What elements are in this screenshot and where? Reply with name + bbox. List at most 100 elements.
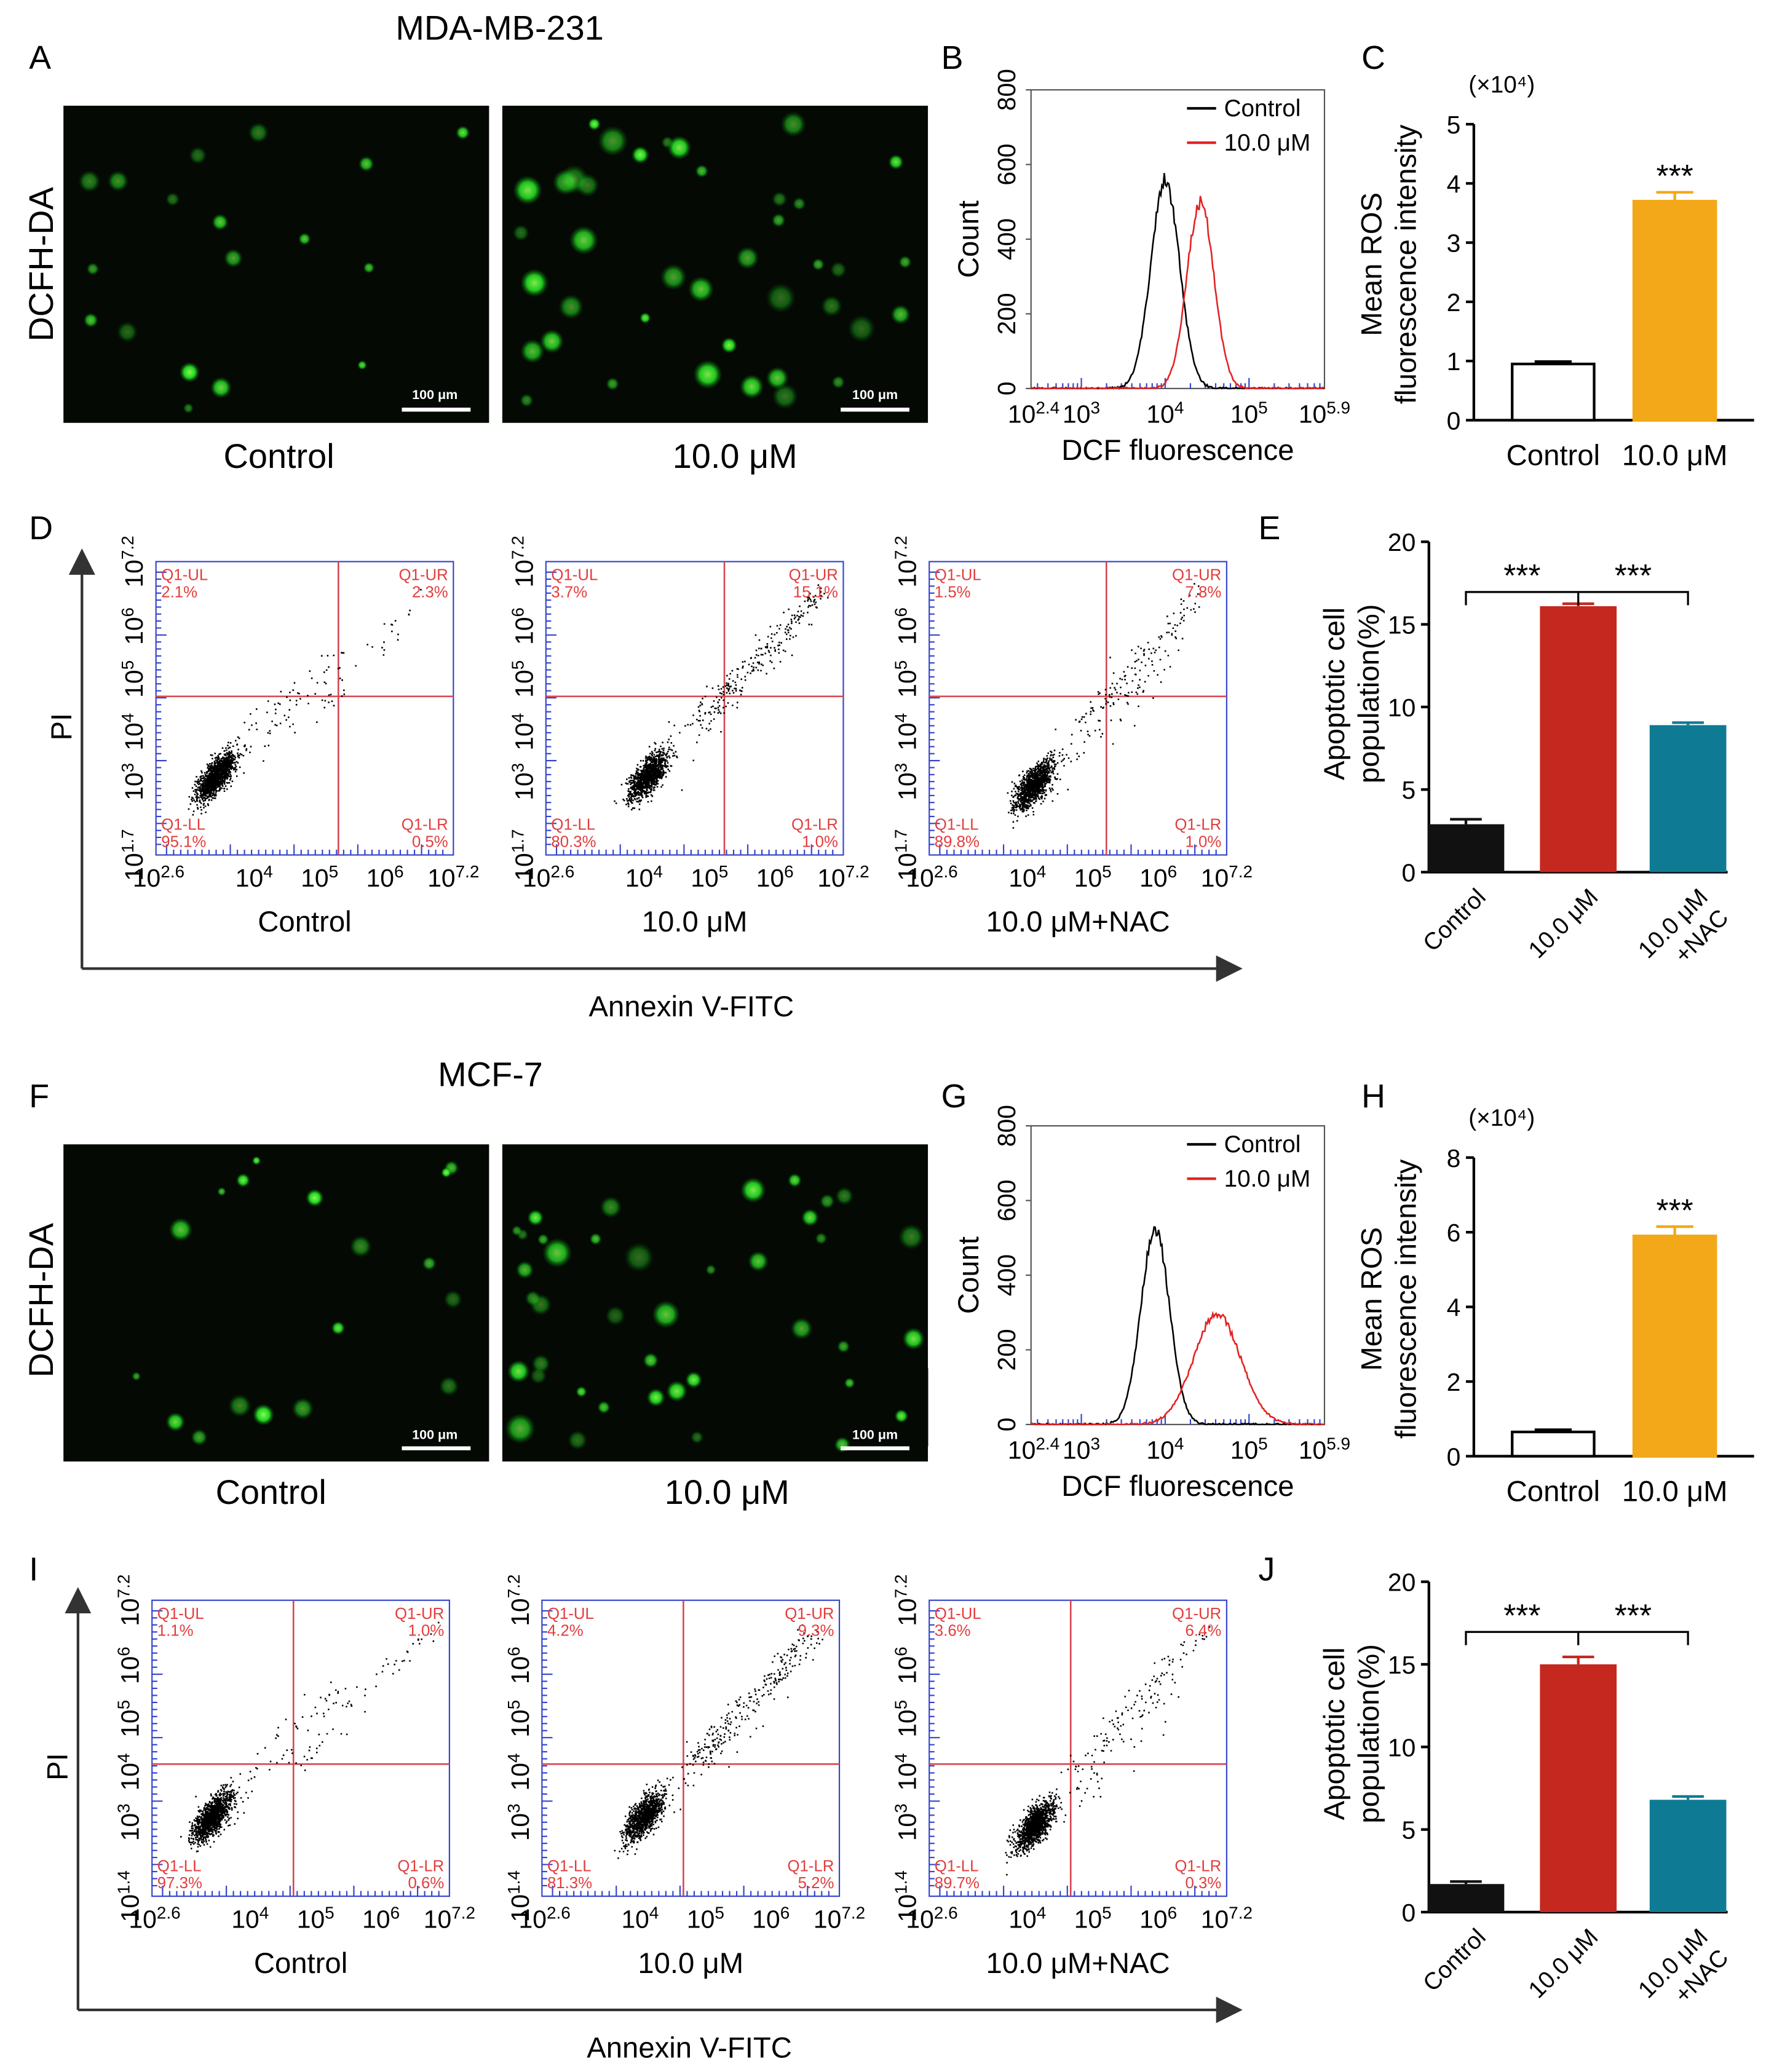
panel-label-b: B (941, 39, 964, 76)
fluorescent-cell (107, 170, 129, 192)
x-axis-title: Annexin V-FITC (587, 2031, 792, 2064)
fluorescent-cell (331, 1321, 346, 1335)
fluorescent-cell (511, 1225, 523, 1236)
scatter-condition-label: 10.0 μM+NAC (986, 1947, 1170, 1980)
x-tick-label: 104 (1146, 1434, 1184, 1465)
quadrant-name: Q1-LL (935, 817, 979, 834)
quadrant-value: 3.6% (935, 1623, 971, 1640)
fluorescent-cell (772, 191, 788, 207)
y-tick-label: 800 (992, 69, 1021, 111)
x-tick-label: 104 (236, 862, 273, 892)
fluorescent-cell (831, 375, 845, 389)
y-tick-label: 104 (892, 1753, 922, 1790)
fluorescent-cell (588, 117, 601, 131)
fluorescent-cell (652, 1300, 680, 1329)
fluorescent-cell (660, 264, 687, 291)
x-tick-label: 106 (1139, 1904, 1177, 1934)
y-tick-label: 600 (992, 144, 1021, 186)
y-tick-label: 104 (892, 713, 922, 751)
quadrant-value: 1.5% (935, 583, 971, 601)
bar-chart-e: 0 5 10 15 20 Apoptotic cell population(%) Contr… (1318, 528, 1733, 968)
fluorescent-cell (687, 276, 715, 302)
x-tick-label: Control (1418, 1924, 1491, 1997)
fluorescent-cell (631, 146, 649, 164)
quadrant-value: 2.1% (161, 583, 197, 601)
quadrant-value: 81.3% (547, 1875, 592, 1892)
scatter-condition-label: Control (254, 1947, 347, 1980)
x-tick-label: 102.6 (133, 862, 184, 892)
y-tick-label: 101.4 (504, 1870, 534, 1922)
fluorescent-cell (539, 329, 564, 354)
quadrant-value: 4.2% (547, 1623, 584, 1640)
fluorescent-cell (748, 1251, 769, 1272)
y-tick-label: 20 (1388, 528, 1416, 556)
fluorescent-cell (525, 1290, 541, 1307)
bar (1540, 1664, 1617, 1912)
scatter-frame (151, 1599, 450, 1897)
x-tick-label: 106 (362, 1904, 400, 1934)
scatter-events (180, 1621, 440, 1853)
fluorescent-cell (898, 255, 912, 269)
x-tick-label: 107.2 (424, 1904, 475, 1934)
panel-label-i: I (29, 1551, 38, 1588)
fluorescent-cell (568, 1430, 588, 1450)
quadrant-name: Q1-UR (1172, 1605, 1221, 1623)
y-tick-label: 107.2 (504, 1575, 534, 1626)
fluorescent-cell (212, 213, 229, 231)
y-tick-label: 107.2 (118, 536, 148, 587)
x-tick-label: 10.0 μM (1524, 1924, 1604, 2004)
fluorescent-cell (83, 312, 98, 328)
legend-label: Control (1224, 95, 1301, 122)
quadrant-value: 0.5% (412, 834, 448, 851)
histogram-series-1 (1030, 1310, 1325, 1426)
x-tick-label: 105 (1230, 1434, 1268, 1465)
micro-caption-control-top: Control (224, 437, 335, 475)
quadrant-value: 7.8% (1186, 583, 1222, 601)
fluorescent-cell (589, 1233, 602, 1246)
y-tick-label: 106 (892, 1647, 922, 1684)
y-tick-label: 107.2 (892, 536, 922, 587)
quadrant-name: Q1-UL (935, 1605, 981, 1623)
fluorescent-cell (117, 321, 138, 342)
scatter-condition-label: 10.0 μM (638, 1947, 743, 1980)
bar-chart-h: 0 2 4 6 8 (×10⁴) Mean ROS fluorescence intensit… (1355, 1105, 1754, 1508)
quadrant-value: 0.3% (1186, 1875, 1222, 1892)
y-tick-label: 20 (1388, 1568, 1416, 1597)
quadrant-value: 0.6% (408, 1875, 445, 1892)
y-tick-label: 600 (992, 1180, 1021, 1222)
scatter-frame (155, 561, 454, 856)
quadrant-value: 97.3% (157, 1875, 202, 1892)
fluorescent-cell (695, 164, 709, 178)
x-tick-label: 10.0 μM+NAC (1633, 1924, 1733, 2024)
x-tick-label: 10.0 μM (1622, 1476, 1728, 1508)
x-tick-label: 104 (1008, 1904, 1046, 1934)
fluorescent-cell (815, 1232, 828, 1245)
fluorescent-cell (894, 1409, 909, 1423)
fluorescent-cell (643, 1352, 659, 1369)
quadrant-name: Q1-UL (935, 567, 981, 584)
quadrant-name: Q1-LR (402, 817, 448, 834)
flow-cytometry-i: Q1-UL1.1%Q1-UR1.0%Q1-LL97.3%Q1-LR0.6%102… (42, 1575, 1253, 2065)
y-axis-title: Count (952, 200, 985, 278)
y-tick-label: 15 (1388, 1651, 1416, 1679)
scatter-condition-label: Control (258, 906, 351, 938)
y-tick-label: 2 (1447, 288, 1461, 317)
fluorescent-cell (771, 213, 786, 227)
fluorescent-cell (646, 1388, 665, 1407)
x-tick-label: 106 (366, 862, 404, 892)
y-tick-label: 3 (1447, 229, 1461, 258)
quadrant-value: 95.1% (161, 834, 206, 851)
y-axis-title: population(%) (1353, 604, 1385, 784)
fluorescent-cell (512, 224, 529, 242)
fluorescent-cell (605, 1305, 626, 1326)
fluorescent-cell (217, 1187, 226, 1196)
fluorescent-cell (820, 295, 842, 317)
x-tick-label: 105 (687, 1904, 724, 1934)
significance-mark: *** (1615, 1598, 1652, 1634)
x-axis-title: DCF fluorescence (1061, 1470, 1294, 1503)
scatter-events (1007, 583, 1201, 829)
panel-label-j: J (1258, 1551, 1275, 1588)
fluorescent-cell (527, 1209, 544, 1226)
y-tick-label: 4 (1447, 170, 1461, 198)
y-tick-label: 103 (892, 1803, 922, 1841)
